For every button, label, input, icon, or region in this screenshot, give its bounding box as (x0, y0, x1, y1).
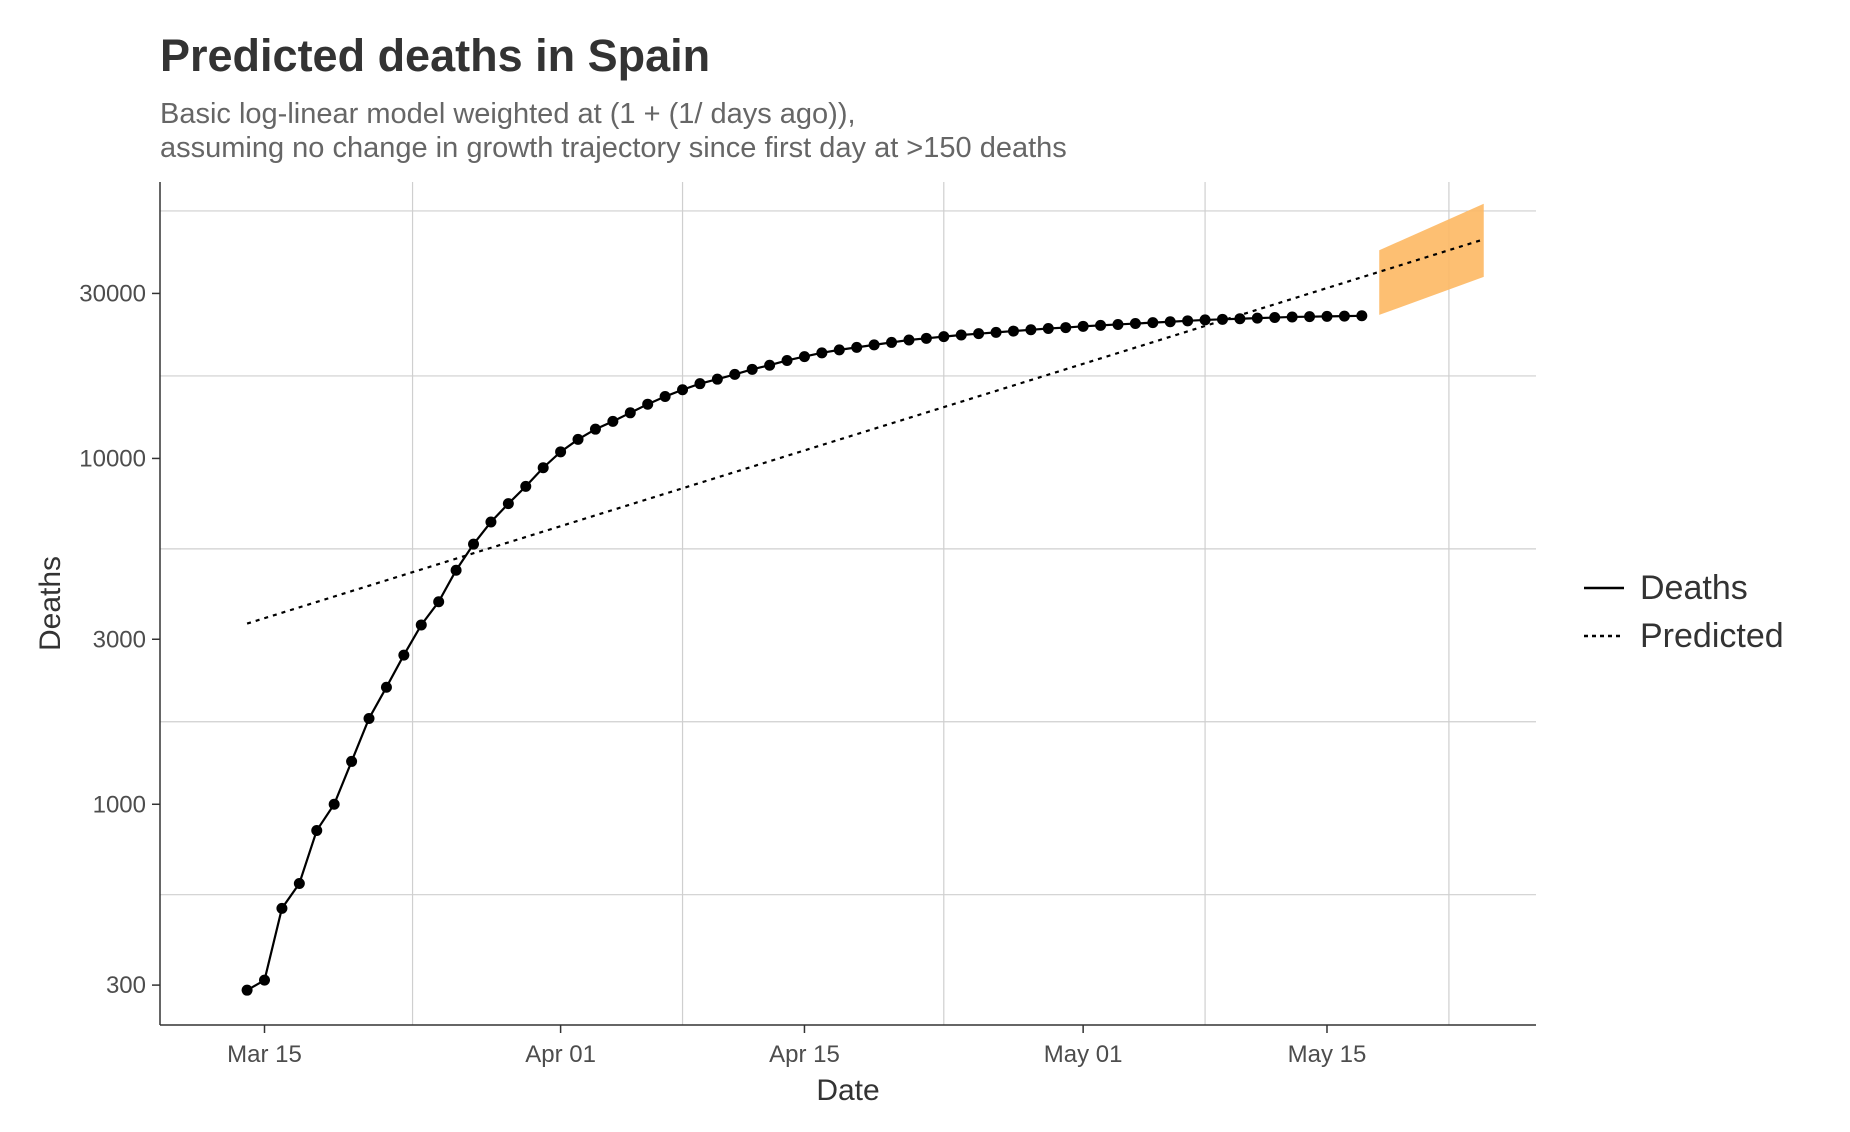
deaths-point (259, 974, 271, 986)
deaths-point (764, 359, 776, 371)
deaths-point (485, 516, 497, 528)
x-axis-title: Date (816, 1074, 879, 1107)
legend-label-predicted: Predicted (1640, 616, 1784, 655)
deaths-point (346, 755, 358, 767)
deaths-point (1042, 323, 1054, 335)
deaths-point (363, 713, 375, 725)
deaths-point (1199, 314, 1211, 326)
deaths-point (886, 336, 898, 348)
legend-key-dashed (1584, 634, 1624, 638)
axes (152, 182, 1536, 1033)
x-tick-label: Apr 15 (769, 1041, 840, 1068)
deaths-point (276, 902, 288, 914)
prediction-band (1379, 203, 1484, 315)
deaths-point (781, 354, 793, 366)
series (241, 238, 1485, 996)
deaths-point (1182, 315, 1194, 327)
y-tick-label: 30000 (79, 280, 146, 307)
deaths-point (1007, 325, 1019, 337)
deaths-point (1321, 310, 1333, 322)
deaths-line (246, 314, 1362, 992)
y-tick-label: 3000 (93, 626, 146, 653)
deaths-point (1269, 312, 1281, 324)
deaths-point (450, 564, 462, 576)
deaths-point (1286, 311, 1298, 323)
legend-item-deaths: Deaths (1582, 564, 1784, 612)
deaths-point (694, 378, 706, 390)
deaths-point (659, 391, 671, 403)
deaths-point (589, 423, 601, 435)
chart-title: Predicted deaths in Spain (160, 30, 711, 81)
deaths-point (729, 368, 741, 380)
deaths-point (1304, 311, 1316, 323)
legend: Deaths Predicted (1582, 564, 1784, 660)
deaths-point (1025, 324, 1037, 336)
deaths-point (1060, 322, 1072, 334)
deaths-point (1234, 313, 1246, 325)
deaths-point (851, 341, 863, 353)
deaths-point (1251, 312, 1263, 324)
deaths-point (1164, 316, 1176, 328)
deaths-point (677, 384, 689, 396)
deaths-point (973, 328, 985, 340)
deaths-point (415, 619, 427, 631)
x-tick-label: May 15 (1288, 1041, 1367, 1068)
grid-lines (160, 182, 1536, 1025)
x-tick-label: May 01 (1044, 1041, 1123, 1068)
legend-item-predicted: Predicted (1582, 612, 1784, 660)
deaths-point (624, 407, 636, 419)
deaths-point (502, 498, 514, 510)
y-tick-label: 10000 (79, 445, 146, 472)
deaths-point (328, 798, 340, 810)
subtitle-line-1: Basic log-linear model weighted at (1 + … (160, 98, 856, 130)
deaths-point (990, 326, 1002, 338)
chart-subtitle: Basic log-linear model weighted at (1 + … (160, 97, 1067, 165)
predicted-line (246, 238, 1485, 625)
deaths-point (1129, 318, 1141, 330)
deaths-point (1338, 310, 1350, 322)
y-tick-label: 300 (106, 972, 146, 999)
deaths-point (241, 984, 253, 996)
deaths-point (433, 596, 445, 608)
deaths-point (746, 363, 758, 375)
deaths-point (380, 681, 392, 693)
deaths-point (1095, 319, 1107, 331)
deaths-point (311, 824, 323, 836)
deaths-point (955, 329, 967, 341)
deaths-point (798, 351, 810, 363)
deaths-point (920, 332, 932, 344)
deaths-point (833, 344, 845, 356)
axis-labels: Mar 15 Apr 01 Apr 15 May 01 May 15 300 1000 300… (34, 280, 1366, 1107)
deaths-point (1147, 317, 1159, 329)
subtitle-line-2: assuming no change in growth trajectory … (160, 132, 1067, 164)
deaths-point (293, 878, 305, 890)
deaths-point (816, 347, 828, 359)
deaths-point (1112, 318, 1124, 330)
y-tick-label: 1000 (93, 791, 146, 818)
deaths-point (711, 373, 723, 385)
deaths-point (938, 331, 950, 343)
deaths-point (555, 446, 567, 458)
legend-label-deaths: Deaths (1640, 568, 1748, 607)
deaths-point (607, 415, 619, 427)
prediction-interval-band (1379, 203, 1484, 315)
deaths-point (1216, 313, 1228, 325)
deaths-point (537, 462, 549, 474)
deaths-point (468, 538, 480, 550)
y-axis-title: Deaths (34, 556, 67, 651)
deaths-point (572, 433, 584, 445)
deaths-point (1077, 320, 1089, 332)
deaths-point (868, 339, 880, 351)
deaths-point (903, 334, 915, 346)
deaths-point (520, 480, 532, 492)
deaths-point (642, 398, 654, 410)
legend-key-solid (1584, 586, 1624, 590)
deaths-point (1356, 310, 1368, 322)
x-tick-label: Apr 01 (525, 1041, 596, 1068)
deaths-point (398, 649, 410, 661)
x-tick-label: Mar 15 (227, 1041, 302, 1068)
